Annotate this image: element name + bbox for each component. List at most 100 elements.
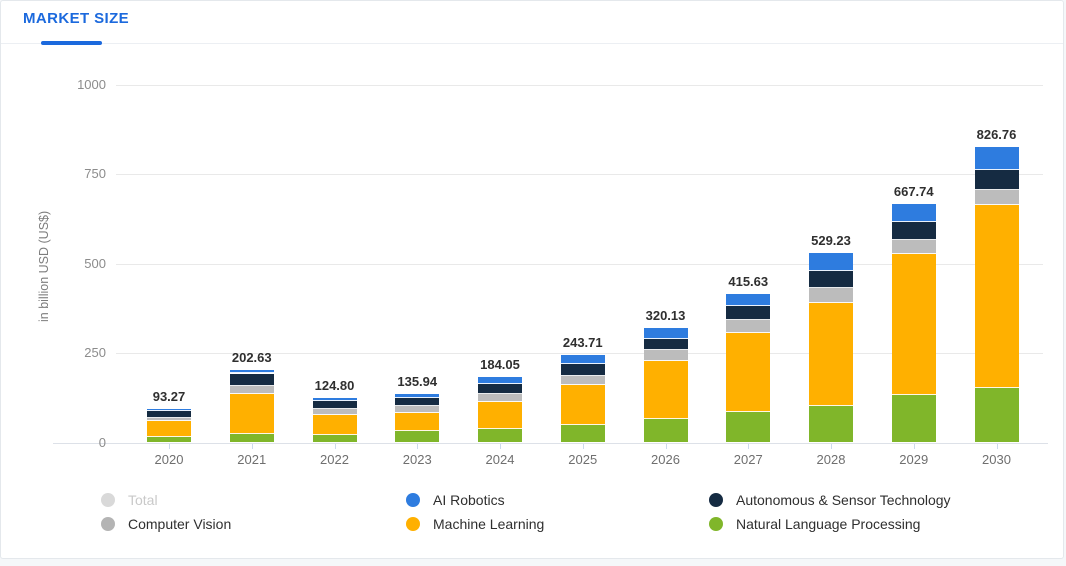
bar-segment-computer-vision[interactable] [809,287,853,303]
bar-segment-ai-robotics[interactable] [229,370,274,374]
bar-segment-computer-vision[interactable] [560,376,605,386]
bar-segment-machine-learning[interactable] [478,402,522,429]
bar-total-label: 93.27 [152,389,186,405]
bar-segment-computer-vision[interactable] [643,350,688,361]
bar-segment-ai-robotics[interactable] [974,146,1019,171]
bar-segment-ai-robotics[interactable] [395,393,440,399]
legend-item-machine-learning[interactable]: Machine Learning [406,516,544,532]
page-title: MARKET SIZE [23,10,130,27]
bar-segment-machine-learning[interactable] [974,204,1019,388]
legend-label: Machine Learning [433,516,545,532]
bar-segment-autonomous-sensor-technology[interactable] [229,373,274,386]
bar-total-label: 415.63 [728,273,769,289]
bar-segment-autonomous-sensor-technology[interactable] [312,401,357,409]
legend-dot [406,493,420,507]
bar-segment-natural-language-processing[interactable] [478,428,522,443]
legend-dot [101,517,115,531]
bar-segment-ai-robotics[interactable] [726,293,771,306]
bar-segment-natural-language-processing[interactable] [643,419,688,443]
tab-market-size[interactable]: MARKET SIZE [23,10,129,27]
bar-segment-natural-language-processing[interactable] [229,433,274,443]
axis-tick [913,443,915,449]
bar-segment-natural-language-processing[interactable] [312,435,357,443]
bar-segment-machine-learning[interactable] [147,420,191,437]
axis-tick [831,443,832,449]
bar-segment-autonomous-sensor-technology[interactable] [974,170,1019,191]
bar-segment-computer-vision[interactable] [395,405,440,413]
axis-tick [334,443,336,449]
bar-segment-ai-robotics[interactable] [891,203,936,223]
bar-segment-ai-robotics[interactable] [312,397,357,402]
bar-segment-autonomous-sensor-technology[interactable] [395,398,440,406]
legend-item-computer-vision[interactable]: Computer Vision [101,516,231,532]
bar-segment-ai-robotics[interactable] [643,328,688,339]
axis-tick [500,443,501,449]
bar-segment-autonomous-sensor-technology[interactable] [560,364,605,377]
legend-item-autonomous-sensor-technology[interactable]: Autonomous & Sensor Technology [709,492,951,508]
bar-segment-computer-vision[interactable] [974,190,1019,205]
bar-segment-natural-language-processing[interactable] [809,405,853,443]
grid-line [116,353,1043,355]
bar-segment-ai-robotics[interactable] [478,376,522,384]
legend-item-ai-robotics[interactable]: AI Robotics [406,492,505,508]
bar-segment-machine-learning[interactable] [395,412,440,431]
bar-segment-machine-learning[interactable] [891,254,936,396]
bar-segment-ai-robotics[interactable] [560,355,605,365]
grid-line [116,85,1043,86]
bar-segment-machine-learning[interactable] [560,385,605,426]
x-tick-label: 2022 [320,451,349,467]
legend-label: Natural Language Processing [736,516,921,532]
axis-tick [996,443,998,449]
bar-segment-natural-language-processing[interactable] [726,412,771,443]
x-tick-label: 2028 [816,451,846,467]
bar-segment-computer-vision[interactable] [726,320,771,333]
bar-segment-autonomous-sensor-technology[interactable] [478,383,522,395]
y-tick-label: 1000 [77,77,106,92]
x-tick-label: 2029 [899,451,929,467]
x-tick-label: 2027 [733,451,763,467]
bar-segment-ai-robotics[interactable] [147,409,191,412]
axis-tick [251,443,253,449]
legend-label: Computer Vision [128,516,232,532]
grid-line [116,174,1043,176]
legend-item-total[interactable]: Total [101,492,158,508]
bar-segment-computer-vision[interactable] [478,394,522,403]
bar-segment-autonomous-sensor-technology[interactable] [809,270,853,288]
bar-segment-natural-language-processing[interactable] [560,425,605,443]
bar-segment-natural-language-processing[interactable] [891,395,936,443]
bar-segment-ai-robotics[interactable] [809,253,853,271]
legend-label: AI Robotics [433,492,505,508]
bar-total-label: 202.63 [231,350,272,366]
bar-segment-computer-vision[interactable] [229,386,274,395]
bar-total-label: 667.74 [893,183,934,199]
legend-dot [709,517,723,531]
bar-segment-autonomous-sensor-technology[interactable] [147,411,191,418]
header-divider [1,43,1063,44]
bar-segment-computer-vision[interactable] [147,417,191,421]
bar-segment-machine-learning[interactable] [726,332,771,413]
legend-dot [101,493,115,507]
bar-segment-computer-vision[interactable] [891,240,936,255]
bar-total-label: 184.05 [480,356,520,372]
x-tick-label: 2023 [402,451,432,467]
bar-total-label: 243.71 [562,335,603,351]
x-tick-label: 2030 [982,451,1011,467]
bar-segment-machine-learning[interactable] [809,302,853,406]
bar-segment-natural-language-processing[interactable] [147,436,191,443]
x-tick-label: 2020 [154,451,184,467]
bar-segment-autonomous-sensor-technology[interactable] [643,338,688,351]
bar-segment-machine-learning[interactable] [229,394,274,434]
bar-segment-machine-learning[interactable] [643,360,688,420]
bar-segment-natural-language-processing[interactable] [395,430,440,443]
axis-tick [417,443,419,449]
bar-segment-natural-language-processing[interactable] [974,387,1019,443]
legend-label: Autonomous & Sensor Technology [736,492,951,508]
bar-segment-autonomous-sensor-technology[interactable] [726,305,771,321]
bar-segment-computer-vision[interactable] [312,408,357,415]
grid-line [116,263,1043,265]
bar-segment-machine-learning[interactable] [312,414,357,436]
bar-segment-autonomous-sensor-technology[interactable] [891,222,936,241]
legend-item-natural-language-processing[interactable]: Natural Language Processing [709,516,920,532]
bar-total-label: 529.23 [811,233,851,249]
